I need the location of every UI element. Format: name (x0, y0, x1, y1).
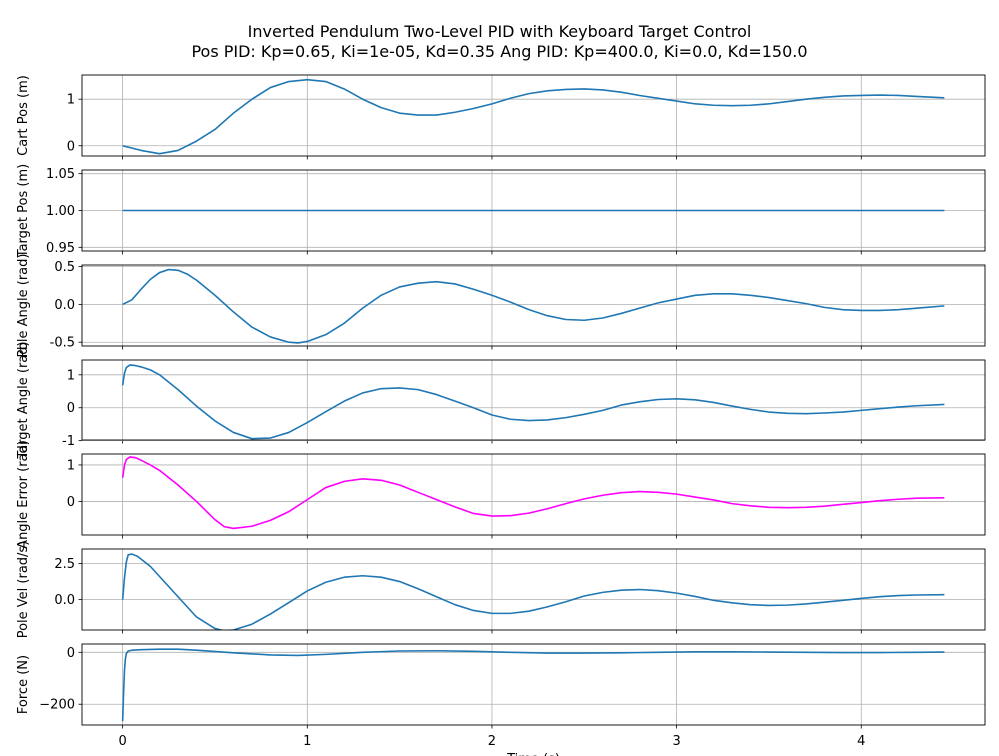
y-tick-label: −200 (39, 698, 75, 713)
y-axis-label: Pole Vel (rad/s) (16, 541, 31, 639)
subplot-stack: 0 1 Cart Pos (m) 0.95 1.00 1.05 Target Pos (m)… (16, 74, 986, 756)
axes-frame (81, 169, 986, 252)
x-tick-label: 3 (672, 734, 680, 749)
y-tick-label: 0 (67, 401, 75, 416)
x-tick-label: 1 (303, 734, 311, 749)
axes-frame (81, 643, 986, 726)
y-tick-label: 0.95 (46, 241, 75, 256)
y-axis-label: Target Pos (m) (16, 164, 31, 258)
x-axis-label: Time (s) (506, 752, 560, 756)
y-axis-label: Pole Angle (rad) (16, 254, 31, 358)
x-tick-label: 2 (488, 734, 496, 749)
figure-title-line-2: Pos PID: Kp=0.65, Ki=1e-05, Kd=0.35 Ang … (191, 42, 807, 61)
y-tick-label: 1.00 (46, 204, 75, 219)
y-axis-label: Angle Error (rad) (16, 440, 31, 549)
axes-frame (81, 359, 986, 441)
figure-title-line-1: Inverted Pendulum Two-Level PID with Key… (248, 22, 752, 41)
subplot-2: 0.95 1.00 1.05 Target Pos (m) (16, 164, 986, 258)
y-tick-label: 1 (67, 368, 75, 383)
series-line (121, 648, 945, 722)
series-line (121, 553, 945, 630)
subplot-6: 0.0 2.5 Pole Vel (rad/s) (16, 541, 986, 639)
axes-frame (81, 74, 986, 157)
series-line (121, 364, 945, 440)
series-line (122, 268, 945, 344)
y-tick-label: 1 (67, 93, 75, 108)
x-tick-label: 0 (118, 734, 126, 749)
axes-frame (81, 548, 986, 631)
y-axis-label: Cart Pos (m) (16, 75, 31, 156)
axes-frame (81, 264, 986, 347)
y-tick-label: 1 (67, 458, 75, 473)
subplot-7: 0 1 2 3 4 0 −200 Force (N) Time (s) (16, 643, 986, 756)
series-line (121, 456, 945, 530)
y-tick-label: 2.5 (54, 557, 75, 572)
y-tick-label: -1 (62, 434, 75, 449)
axes-frame (81, 453, 986, 536)
y-tick-label: 0.0 (54, 593, 75, 608)
y-tick-label: 0 (67, 646, 75, 661)
series-line (122, 78, 945, 155)
y-axis-label: Target Angle (rad) (16, 341, 31, 459)
subplot-4: -1 0 1 Target Angle (rad) (16, 341, 986, 460)
x-tick-label: 4 (857, 734, 865, 749)
y-tick-label: 0.0 (54, 298, 75, 313)
y-tick-label: 0.5 (54, 260, 75, 275)
y-tick-label: 0 (67, 139, 75, 154)
y-tick-label: 0 (67, 495, 75, 510)
subplot-3: -0.5 0.0 0.5 Pole Angle (rad) (16, 254, 986, 358)
y-tick-label: -0.5 (50, 336, 75, 351)
subplot-5: 0 1 Angle Error (rad) (16, 440, 986, 549)
subplot-1: 0 1 Cart Pos (m) (16, 74, 986, 160)
y-axis-label: Force (N) (16, 655, 31, 714)
y-tick-label: 1.05 (46, 167, 75, 182)
